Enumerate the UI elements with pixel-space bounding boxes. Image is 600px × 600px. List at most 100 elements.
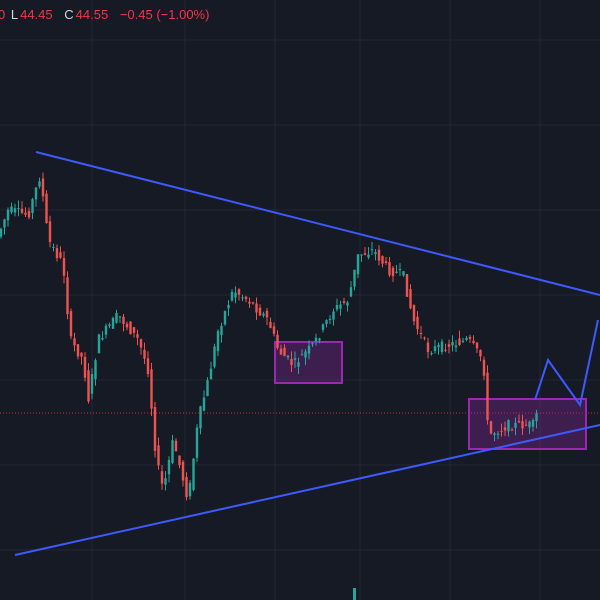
candle-body [185, 477, 188, 498]
candle-body [398, 269, 402, 271]
candle-body [531, 420, 535, 427]
candle-body [451, 341, 454, 346]
candle-body [290, 359, 293, 365]
candle-body [146, 358, 150, 374]
candle-body [178, 455, 181, 466]
ohlc-header: 0 L 44.45 C 44.55 −0.45 (−1.00%) [0, 7, 211, 22]
candle-body [115, 313, 118, 323]
candle-body [48, 221, 52, 243]
candle-body [97, 334, 101, 354]
candle-body [73, 338, 76, 346]
candle-body [405, 274, 409, 297]
candle-body [55, 248, 59, 258]
candle-body [108, 324, 111, 326]
close-value: 44.55 [75, 7, 109, 22]
candle-body [160, 471, 164, 484]
candle-body [101, 337, 104, 340]
candle-body [122, 316, 125, 324]
candle-body [286, 355, 290, 358]
candle-body [216, 331, 220, 352]
candle-body [412, 305, 416, 322]
candle-body [475, 342, 479, 349]
low-value: 44.45 [20, 7, 53, 22]
candle-body [129, 321, 132, 335]
candle-body [3, 219, 6, 228]
candle-body [514, 422, 517, 428]
candle-body [143, 349, 146, 359]
candle-body [363, 253, 367, 255]
candle-body [307, 345, 311, 354]
candle-body [521, 421, 524, 429]
candle-body [10, 206, 13, 213]
candle-body [6, 209, 10, 221]
candle-body [304, 351, 307, 358]
candle-body [45, 193, 48, 224]
candle-body [276, 334, 279, 348]
candle-body [419, 332, 423, 334]
close-label: C [64, 7, 74, 22]
candle-body [381, 256, 384, 264]
candle-body [489, 421, 493, 434]
candle-body [251, 302, 255, 304]
candle-body [20, 208, 24, 213]
candle-body [237, 289, 241, 295]
candle-body [199, 406, 202, 429]
candle-body [370, 249, 374, 251]
candle-body [402, 271, 405, 276]
candle-body [269, 321, 272, 328]
candle-body [258, 307, 262, 316]
candle-body [423, 337, 426, 339]
candle-body [416, 316, 419, 330]
candle-body [293, 358, 297, 360]
candle-body [279, 348, 283, 355]
candle-body [220, 325, 223, 336]
candle-body [454, 345, 458, 348]
candle-body [76, 344, 80, 357]
candle-body [479, 349, 482, 357]
candle-body [503, 427, 507, 431]
candle-body [325, 320, 328, 325]
projection-path [534, 319, 599, 408]
candle-body [377, 249, 381, 261]
candle-body [94, 360, 97, 380]
candle-body [384, 261, 388, 263]
candle-body [188, 482, 192, 497]
candle-body [174, 440, 178, 452]
candle-body [391, 267, 395, 277]
candle-body [213, 346, 216, 367]
candle-body [248, 301, 251, 304]
candle-body [192, 458, 195, 490]
candle-body [395, 271, 398, 273]
candle-body [118, 316, 122, 318]
candle-body [297, 362, 300, 367]
candle-body [332, 311, 335, 320]
candle-body [314, 337, 318, 342]
candle-body [244, 296, 248, 300]
candle-body [447, 344, 451, 347]
candle-body [209, 368, 213, 380]
candle-body [171, 440, 174, 463]
candle-body [181, 461, 185, 481]
trend-line [14, 424, 600, 556]
candle-body [0, 228, 3, 237]
candle-body [535, 413, 538, 422]
candle-body [500, 430, 503, 432]
candle-body [24, 212, 27, 215]
candle-body [517, 420, 521, 423]
candle-body [265, 310, 269, 318]
candle-body [328, 318, 332, 320]
candle-body [202, 397, 206, 411]
candle-body [262, 313, 265, 316]
candle-body [318, 338, 321, 341]
candle-body [34, 187, 38, 200]
candle-body [206, 380, 209, 397]
candle-body [234, 292, 237, 298]
candle-body [482, 359, 486, 376]
candle-body [62, 258, 66, 276]
candle-body [139, 339, 143, 348]
candle-body [125, 323, 129, 328]
candle-body [150, 369, 153, 409]
candle-body [311, 343, 314, 345]
